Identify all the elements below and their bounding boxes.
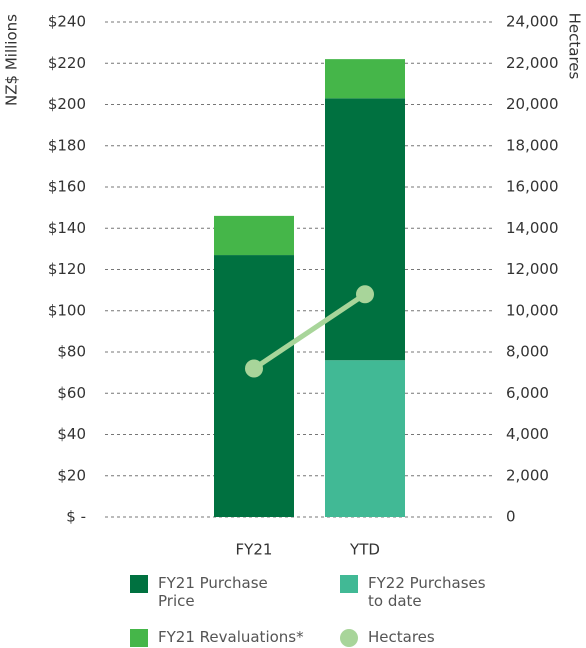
x-tick-label: FY21	[236, 541, 273, 559]
legend-item: FY21 Revaluations*	[130, 628, 305, 647]
y-tick-label: $100	[48, 301, 86, 319]
y2-tick-label: 18,000	[506, 136, 559, 154]
y2-axis-title: Hectares	[566, 13, 584, 80]
y2-tick-label: 22,000	[506, 54, 559, 72]
plot: NZ$ Millions Hectares $ - $20 $40 $60 $80 $10…	[3, 13, 584, 559]
y2-tick-label: 0	[506, 508, 516, 526]
y-tick-label: $240	[48, 13, 86, 31]
y2-tick-label: 8,000	[506, 343, 549, 361]
y-tick-label: $ -	[66, 508, 86, 526]
legend-swatch	[130, 629, 148, 647]
bar-segment	[214, 255, 294, 517]
line	[252, 292, 367, 371]
legend-item: Hectares	[340, 628, 515, 647]
y-tick-label: $40	[57, 425, 86, 443]
y2-tick-label: 4,000	[506, 425, 549, 443]
bar-segment	[325, 59, 405, 99]
legend-label: FY21 Purchase Price	[158, 574, 268, 610]
y2-tick-label: 14,000	[506, 219, 559, 237]
y-tick-label: $20	[57, 466, 86, 484]
y-tick-label: $160	[48, 178, 86, 196]
legend-swatch	[340, 629, 358, 647]
y-tick-label: $200	[48, 95, 86, 113]
y2-tick-label: 24,000	[506, 13, 559, 31]
y-axis-title: NZ$ Millions	[3, 14, 21, 106]
x-tick-label: YTD	[349, 541, 380, 559]
legend-label: Hectares	[368, 628, 435, 646]
y-tick-label: $220	[48, 54, 86, 72]
y-tick-label: $140	[48, 219, 86, 237]
legend-swatch	[130, 575, 148, 593]
legend-item: FY21 Purchase Price	[130, 574, 305, 610]
y2-tick-label: 16,000	[506, 178, 559, 196]
legend-swatch	[340, 575, 358, 593]
bar-segment	[214, 215, 294, 256]
y-tick-label: $80	[57, 343, 86, 361]
y-tick-label: $60	[57, 384, 86, 402]
line-marker	[245, 359, 263, 378]
y2-tick-label: 2,000	[506, 466, 549, 484]
y2-tick-label: 12,000	[506, 260, 559, 278]
legend-label: FY21 Revaluations*	[158, 628, 304, 646]
bar-segment	[325, 98, 405, 361]
y-tick-label: $120	[48, 260, 86, 278]
y2-tick-label: 6,000	[506, 384, 549, 402]
y-tick-label: $180	[48, 136, 86, 154]
y2-tick-label: 20,000	[506, 95, 559, 113]
bar-segment	[325, 360, 405, 517]
y2-tick-label: 10,000	[506, 301, 559, 319]
line-marker	[356, 285, 374, 304]
legend-label: FY22 Purchases to date	[368, 574, 486, 610]
legend-item: FY22 Purchases to date	[340, 574, 515, 610]
